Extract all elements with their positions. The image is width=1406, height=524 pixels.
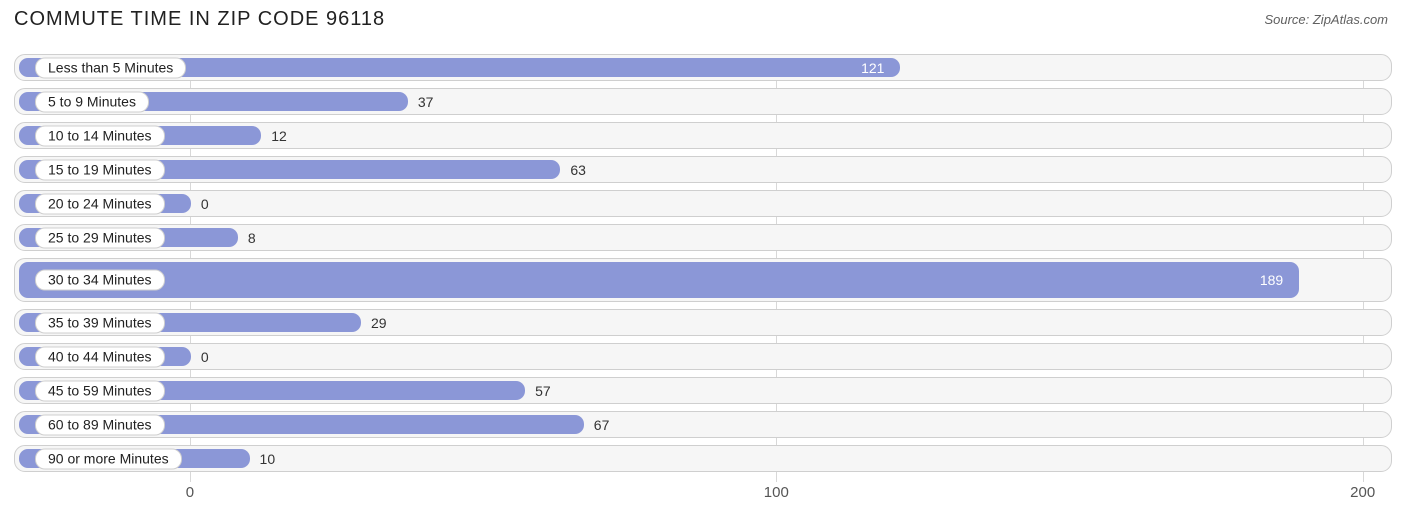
bar-row: 5 to 9 Minutes 37	[14, 88, 1392, 115]
value-label: 189	[1260, 272, 1283, 288]
category-label: 90 or more Minutes	[35, 448, 182, 469]
header: COMMUTE TIME IN ZIP CODE 96118 Source: Z…	[0, 0, 1406, 40]
category-label: 15 to 19 Minutes	[35, 159, 165, 180]
category-label: 60 to 89 Minutes	[35, 414, 165, 435]
value-label: 57	[535, 383, 551, 399]
category-label: Less than 5 Minutes	[35, 57, 186, 78]
category-label: 25 to 29 Minutes	[35, 227, 165, 248]
bar-row: 45 to 59 Minutes 57	[14, 377, 1392, 404]
bar-row: 90 or more Minutes 10	[14, 445, 1392, 472]
value-label: 12	[271, 128, 287, 144]
bar-row: 15 to 19 Minutes 63	[14, 156, 1392, 183]
value-label: 0	[201, 196, 209, 212]
value-label: 63	[570, 162, 586, 178]
value-label: 8	[248, 230, 256, 246]
category-label: 45 to 59 Minutes	[35, 380, 165, 401]
value-label: 37	[418, 94, 434, 110]
category-label: 5 to 9 Minutes	[35, 91, 149, 112]
bar-fill	[19, 262, 1299, 298]
chart-title: COMMUTE TIME IN ZIP CODE 96118	[14, 8, 385, 31]
bar-row: 60 to 89 Minutes 67	[14, 411, 1392, 438]
value-label: 67	[594, 417, 610, 433]
bar-row: 35 to 39 Minutes 29	[14, 309, 1392, 336]
bar-row: 25 to 29 Minutes 8	[14, 224, 1392, 251]
bar-chart: Less than 5 Minutes 121 5 to 9 Minutes 37 10…	[14, 54, 1392, 482]
source-attribution: Source: ZipAtlas.com	[1264, 12, 1388, 27]
value-label: 0	[201, 349, 209, 365]
bar-row: 20 to 24 Minutes 0	[14, 190, 1392, 217]
category-label: 20 to 24 Minutes	[35, 193, 165, 214]
category-label: 30 to 34 Minutes	[35, 270, 165, 291]
bar-row: 10 to 14 Minutes 12	[14, 122, 1392, 149]
value-label: 29	[371, 315, 387, 331]
x-axis: 0 100 200	[14, 484, 1392, 514]
axis-tick: 0	[186, 484, 194, 501]
bar-row: 30 to 34 Minutes 189	[14, 258, 1392, 302]
value-label: 10	[260, 451, 276, 467]
category-label: 10 to 14 Minutes	[35, 125, 165, 146]
axis-tick: 100	[764, 484, 789, 501]
category-label: 35 to 39 Minutes	[35, 312, 165, 333]
chart-container: COMMUTE TIME IN ZIP CODE 96118 Source: Z…	[0, 0, 1406, 524]
value-label: 121	[861, 60, 884, 76]
category-label: 40 to 44 Minutes	[35, 346, 165, 367]
bar-row: 40 to 44 Minutes 0	[14, 343, 1392, 370]
bar-row: Less than 5 Minutes 121	[14, 54, 1392, 81]
axis-tick: 200	[1350, 484, 1375, 501]
